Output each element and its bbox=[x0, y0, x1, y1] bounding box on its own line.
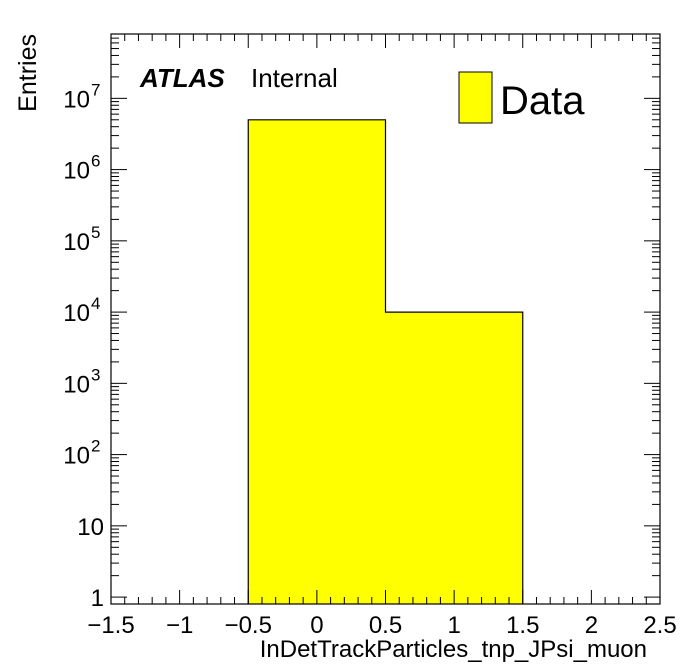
y-tick-label-base: 10 bbox=[63, 158, 90, 185]
y-tick-label-base: 10 bbox=[63, 86, 90, 113]
x-tick-label: 1.5 bbox=[506, 612, 539, 639]
histogram-bar-0 bbox=[248, 119, 386, 604]
y-tick-label-base: 1 bbox=[91, 585, 104, 612]
y-tick-label: 10 bbox=[77, 514, 104, 541]
y-tick-label-base: 10 bbox=[63, 229, 90, 256]
legend-swatch-data bbox=[458, 71, 493, 124]
y-tick-label-exponent: 3 bbox=[91, 365, 100, 384]
y-tick-label-base: 10 bbox=[63, 443, 90, 470]
y-tick-label: 10 2 bbox=[63, 437, 100, 470]
histogram-outline bbox=[247, 119, 524, 604]
x-tick-label: 0 bbox=[310, 612, 323, 639]
x-axis-ticks: −1.5 −1 −0.5 0 0.5 1 1.5 2 2.5 bbox=[87, 34, 677, 639]
y-tick-label: 10 3 bbox=[63, 365, 100, 398]
y-tick-label-exponent: 2 bbox=[91, 437, 100, 456]
y-tick-label: 10 4 bbox=[63, 294, 100, 327]
y-tick-label-base: 10 bbox=[63, 300, 90, 327]
y-tick-label: 10 6 bbox=[63, 152, 100, 185]
atlas-status-label: Internal bbox=[251, 63, 338, 93]
y-tick-label: 1 bbox=[91, 585, 104, 612]
y-tick-label-exponent: 7 bbox=[91, 80, 100, 99]
legend-label-data: Data bbox=[500, 79, 585, 123]
x-tick-label: 2 bbox=[585, 612, 598, 639]
y-tick-label-base: 10 bbox=[77, 514, 104, 541]
histogram-bar-1 bbox=[385, 312, 523, 604]
y-axis-label: Entries bbox=[14, 34, 42, 112]
y-tick-label: 10 5 bbox=[63, 223, 100, 256]
x-tick-label: 2.5 bbox=[643, 612, 676, 639]
x-tick-label: −0.5 bbox=[225, 612, 272, 639]
x-axis-label: InDetTrackParticles_tnp_JPsi_muon bbox=[260, 636, 647, 663]
x-tick-label: 1 bbox=[447, 612, 460, 639]
y-tick-label-exponent: 6 bbox=[91, 152, 100, 171]
legend: Data bbox=[458, 71, 585, 124]
histogram-bars bbox=[247, 119, 524, 604]
y-tick-label-exponent: 4 bbox=[91, 294, 100, 313]
x-tick-label: −1.5 bbox=[87, 612, 134, 639]
y-tick-label-base: 10 bbox=[63, 371, 90, 398]
y-tick-label-exponent: 5 bbox=[91, 223, 100, 242]
y-tick-label: 10 7 bbox=[63, 80, 100, 113]
x-tick-label: −1 bbox=[166, 612, 193, 639]
atlas-label: ATLAS bbox=[139, 63, 225, 93]
x-tick-label: 0.5 bbox=[369, 612, 402, 639]
